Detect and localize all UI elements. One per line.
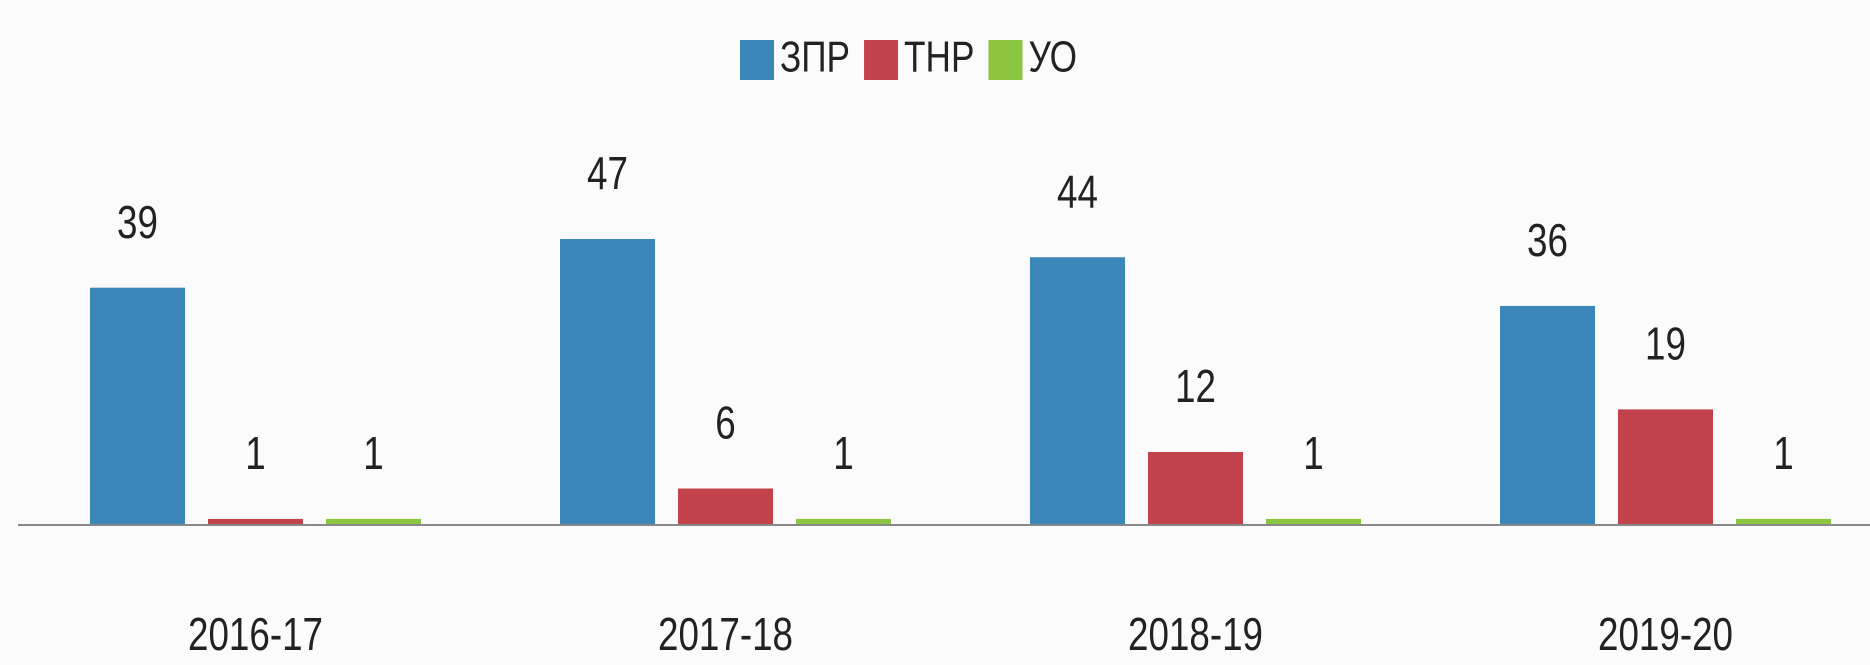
data-label: 19 bbox=[1645, 318, 1686, 370]
bar bbox=[1030, 257, 1125, 525]
bar bbox=[796, 518, 891, 525]
data-label: 6 bbox=[715, 397, 735, 449]
legend-swatch bbox=[864, 40, 899, 80]
data-label: 1 bbox=[833, 427, 853, 479]
bar bbox=[326, 518, 421, 525]
data-label: 47 bbox=[587, 147, 628, 199]
data-label: 1 bbox=[1303, 427, 1323, 479]
x-tick-label: 2019-20 bbox=[1598, 608, 1733, 660]
bar bbox=[208, 518, 303, 525]
bar bbox=[1266, 518, 1361, 525]
x-tick-label: 2018-19 bbox=[1128, 608, 1263, 660]
data-label: 44 bbox=[1057, 165, 1098, 217]
bar bbox=[1500, 305, 1595, 525]
data-label: 1 bbox=[363, 427, 383, 479]
data-label: 1 bbox=[245, 427, 265, 479]
data-label: 39 bbox=[117, 196, 158, 248]
bar bbox=[1736, 518, 1831, 525]
legend-label: ЗПР bbox=[780, 33, 850, 82]
bar bbox=[678, 488, 773, 525]
data-label: 1 bbox=[1773, 427, 1793, 479]
bar bbox=[1148, 451, 1243, 525]
legend-swatch bbox=[740, 40, 774, 80]
bar bbox=[90, 287, 185, 525]
legend-swatch bbox=[988, 40, 1023, 80]
legend-label: ТНР bbox=[904, 33, 974, 82]
x-tick-label: 2017-18 bbox=[658, 608, 793, 660]
bar bbox=[1618, 409, 1713, 525]
bar bbox=[560, 239, 655, 525]
data-label: 12 bbox=[1175, 360, 1216, 412]
x-tick-label: 2016-17 bbox=[188, 608, 323, 660]
data-label: 36 bbox=[1527, 214, 1568, 266]
legend-label: УО bbox=[1028, 33, 1077, 82]
